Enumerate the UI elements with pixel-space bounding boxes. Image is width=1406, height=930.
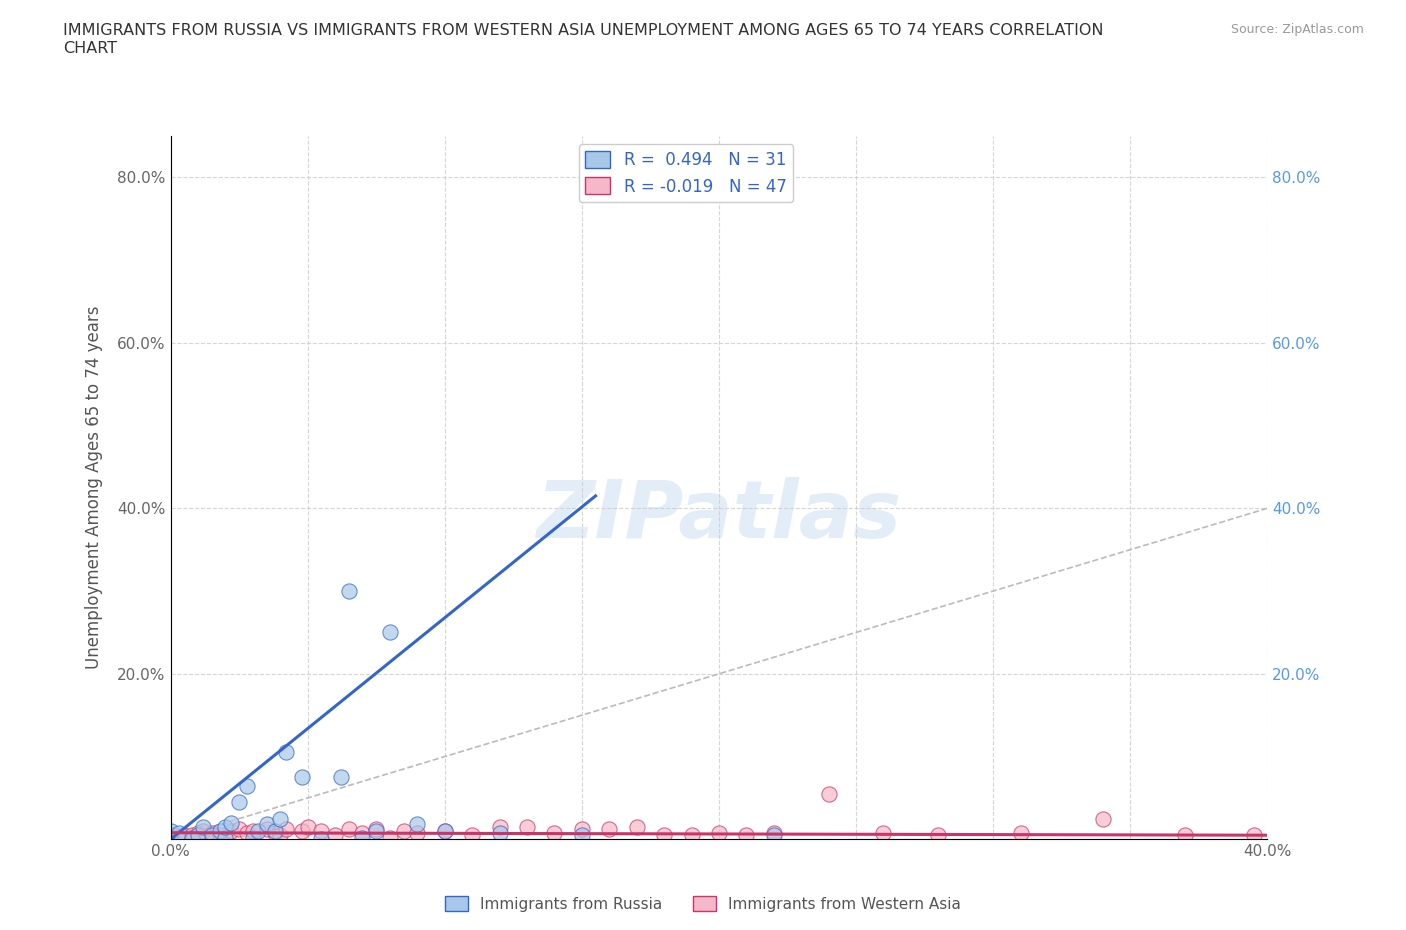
Point — [242, 824, 264, 839]
Point — [159, 824, 181, 839]
Point — [433, 824, 456, 839]
Point — [159, 828, 181, 843]
Point — [274, 822, 297, 837]
Text: ZIPatlas: ZIPatlas — [537, 477, 901, 555]
Point — [337, 822, 360, 837]
Point — [311, 832, 333, 847]
Point — [214, 830, 236, 845]
Point — [263, 824, 285, 839]
Point — [193, 819, 215, 834]
Point — [323, 828, 346, 843]
Point — [337, 584, 360, 599]
Point — [872, 825, 894, 840]
Point — [392, 824, 415, 839]
Point — [378, 625, 401, 640]
Point — [378, 830, 401, 845]
Point — [461, 828, 484, 843]
Point — [269, 828, 291, 843]
Point — [516, 819, 538, 834]
Point — [626, 819, 648, 834]
Text: IMMIGRANTS FROM RUSSIA VS IMMIGRANTS FROM WESTERN ASIA UNEMPLOYMENT AMONG AGES 6: IMMIGRANTS FROM RUSSIA VS IMMIGRANTS FRO… — [63, 23, 1104, 56]
Point — [735, 828, 758, 843]
Point — [193, 824, 215, 839]
Point — [329, 770, 352, 785]
Point — [228, 822, 250, 837]
Point — [181, 828, 204, 843]
Point — [817, 787, 839, 802]
Point — [263, 825, 285, 840]
Point — [256, 822, 278, 837]
Point — [247, 824, 270, 839]
Point — [598, 822, 620, 837]
Point — [236, 825, 259, 840]
Point — [219, 824, 242, 839]
Point — [208, 824, 231, 839]
Point — [433, 824, 456, 839]
Point — [228, 794, 250, 809]
Point — [352, 830, 374, 845]
Point — [927, 828, 949, 843]
Point — [159, 828, 181, 843]
Point — [681, 828, 703, 843]
Point — [256, 817, 278, 831]
Point — [707, 825, 730, 840]
Point — [201, 825, 224, 840]
Point — [214, 819, 236, 834]
Point — [762, 828, 785, 843]
Point — [167, 830, 190, 844]
Point — [406, 817, 429, 831]
Point — [1174, 828, 1197, 843]
Point — [1010, 825, 1032, 840]
Point — [366, 822, 388, 837]
Point — [269, 811, 291, 826]
Point — [543, 825, 565, 840]
Point — [214, 830, 236, 845]
Point — [274, 745, 297, 760]
Text: Source: ZipAtlas.com: Source: ZipAtlas.com — [1230, 23, 1364, 36]
Legend: R =  0.494   N = 31, R = -0.019   N = 47: R = 0.494 N = 31, R = -0.019 N = 47 — [579, 144, 793, 202]
Point — [297, 819, 319, 834]
Legend: Immigrants from Russia, Immigrants from Western Asia: Immigrants from Russia, Immigrants from … — [439, 889, 967, 918]
Point — [291, 770, 314, 785]
Point — [187, 825, 209, 840]
Point — [652, 828, 675, 843]
Point — [311, 824, 333, 839]
Point — [1091, 811, 1114, 826]
Point — [762, 825, 785, 840]
Point — [219, 816, 242, 830]
Point — [352, 825, 374, 840]
Point — [242, 830, 264, 845]
Point — [571, 822, 593, 837]
Point — [291, 824, 314, 839]
Point — [181, 830, 204, 845]
Point — [201, 828, 224, 843]
Y-axis label: Unemployment Among Ages 65 to 74 years: Unemployment Among Ages 65 to 74 years — [86, 306, 103, 670]
Point — [406, 825, 429, 840]
Point — [208, 828, 231, 843]
Point — [187, 828, 209, 843]
Point — [167, 825, 190, 840]
Point — [1243, 828, 1265, 843]
Point — [488, 825, 510, 840]
Point — [366, 824, 388, 839]
Point — [236, 778, 259, 793]
Point — [488, 819, 510, 834]
Point — [571, 828, 593, 843]
Point — [173, 828, 195, 843]
